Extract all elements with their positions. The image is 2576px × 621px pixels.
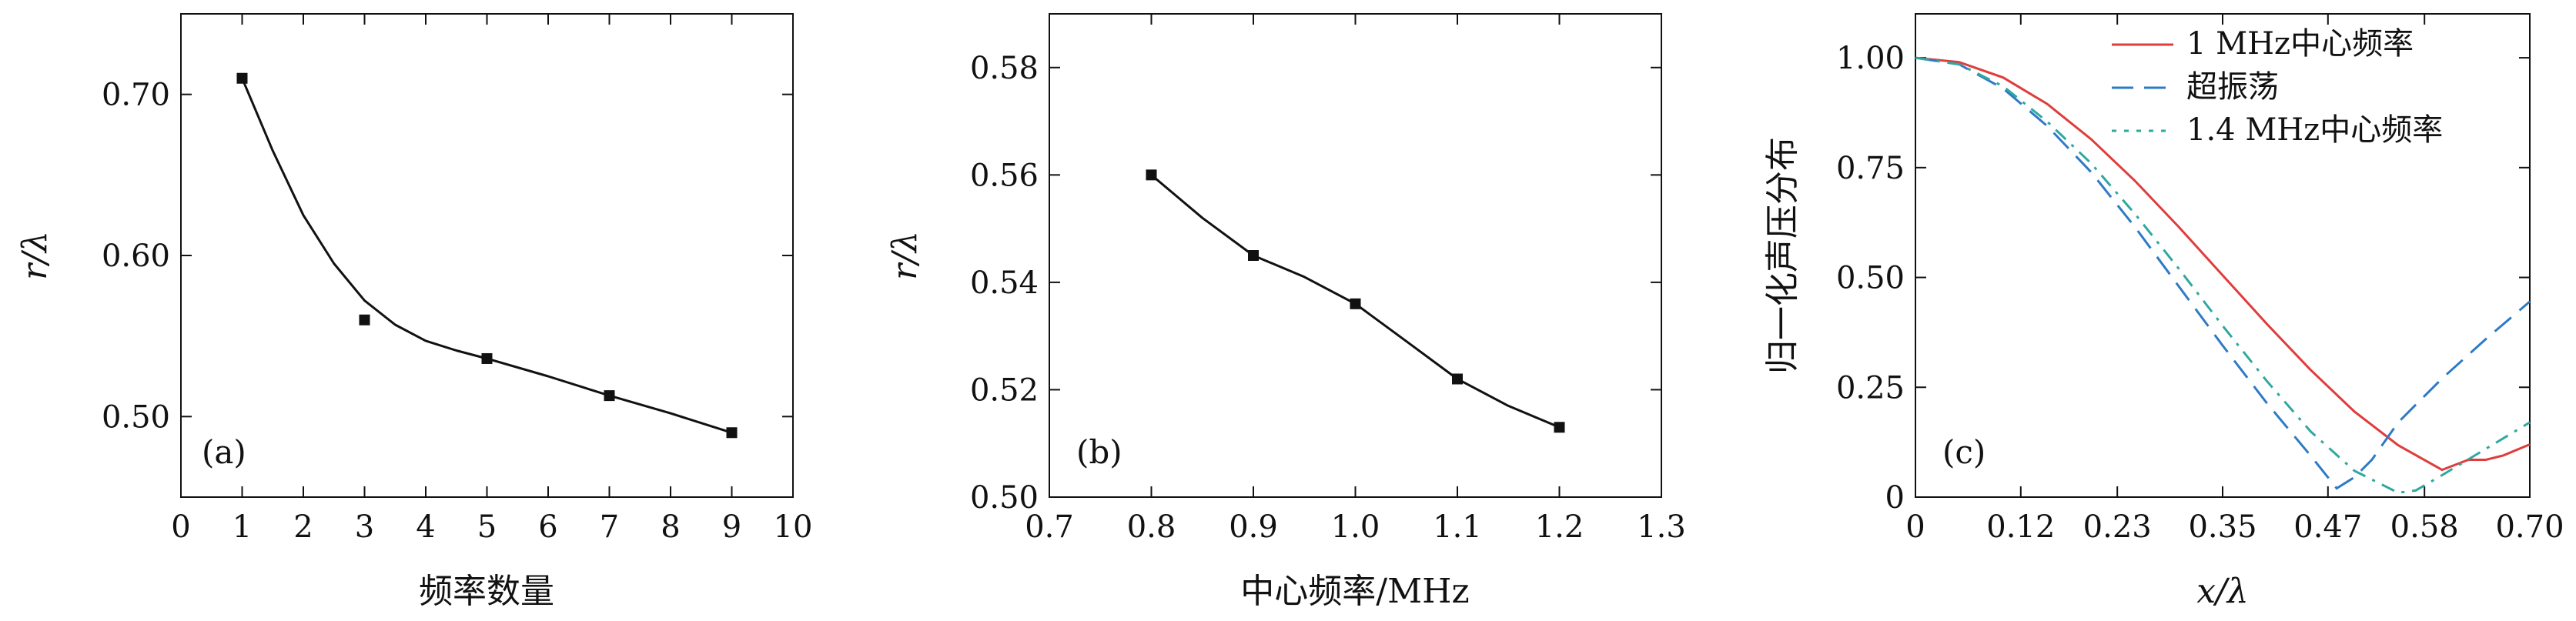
x-tick-label: 0.47 <box>2293 509 2362 545</box>
x-tick-label: 6 <box>538 509 557 545</box>
legend-label: 1.4 MHz中心频率 <box>2186 112 2443 148</box>
series-lines <box>1915 56 2531 494</box>
x-tick-label: 1 <box>233 509 252 545</box>
y-tick-label: 0.60 <box>102 239 170 274</box>
data-point <box>1248 250 1259 261</box>
y-tick-label: 0.52 <box>970 372 1039 408</box>
x-tick-label: 2 <box>293 509 313 545</box>
y-tick-label: 0.75 <box>1836 151 1905 186</box>
x-axis-label: 中心频率/MHz <box>1240 572 1469 611</box>
panel-label: (a) <box>202 433 246 471</box>
y-tick-label: 0.25 <box>1836 370 1905 406</box>
x-tick-label: 0.58 <box>2390 509 2459 545</box>
y-tick-label: 0.50 <box>970 480 1039 516</box>
x-axis-label: x/λ <box>2196 572 2249 611</box>
x-tick-label: 0.7 <box>1025 509 1074 545</box>
data-markers <box>1146 169 1565 433</box>
y-tick-label: 1.00 <box>1836 41 1905 76</box>
axis-ticks: 0 0.12 0.23 0.35 0.47 0.58 0.70 0 0.25 0.50 0.75 1.… <box>1836 14 2564 545</box>
x-tick-label: 1.1 <box>1433 509 1482 545</box>
data-point <box>604 390 615 402</box>
panel-label: (c) <box>1942 433 1986 471</box>
y-tick-label: 0.70 <box>102 78 170 113</box>
data-point <box>726 427 738 439</box>
panel-a-chart: 0 1 2 3 4 5 6 7 8 9 10 0.50 0.60 0.70 (a) 频率数量 r/λ <box>15 13 813 611</box>
axis-ticks: 0 1 2 3 4 5 6 7 8 9 10 0.50 0.60 0.70 <box>102 14 813 545</box>
series-line <box>1915 56 2531 490</box>
plot-frame <box>1049 13 1662 498</box>
x-tick-label: 0.35 <box>2188 509 2257 545</box>
data-point <box>236 72 248 84</box>
x-tick-label: 0.12 <box>1986 509 2055 545</box>
data-point <box>1350 298 1361 309</box>
plot-frame <box>180 13 794 498</box>
x-tick-label: 4 <box>416 509 435 545</box>
fit-curve <box>241 78 732 434</box>
x-tick-label: 0.9 <box>1229 509 1278 545</box>
y-tick-label: 0.50 <box>1836 261 1905 296</box>
x-tick-label: 10 <box>774 509 813 545</box>
data-point <box>481 352 493 364</box>
y-axis-label: r/λ <box>885 231 925 280</box>
x-tick-label: 0.70 <box>2495 509 2564 545</box>
x-tick-label: 0 <box>171 509 190 545</box>
x-tick-label: 0.8 <box>1127 509 1176 545</box>
data-markers <box>236 72 738 439</box>
data-point <box>1554 422 1565 433</box>
data-point <box>359 314 370 326</box>
y-axis-label: r/λ <box>15 231 55 280</box>
y-tick-label: 0.58 <box>970 51 1039 86</box>
x-tick-label: 3 <box>355 509 374 545</box>
panel-b-chart: 0.7 0.8 0.9 1.0 1.1 1.2 1.3 0.50 0.52 0.54 0.56 0.5… <box>885 13 1686 611</box>
series-line <box>1915 56 2531 472</box>
series-line <box>1915 56 2531 494</box>
x-tick-label: 0 <box>1905 509 1925 545</box>
y-tick-label: 0.50 <box>102 399 170 435</box>
x-axis-label: 频率数量 <box>419 572 554 611</box>
y-tick-label: 0 <box>1885 480 1905 516</box>
y-axis-label: 归一化声压分布 <box>1763 137 1802 374</box>
panel-label: (b) <box>1076 433 1122 471</box>
axis-ticks: 0.7 0.8 0.9 1.0 1.1 1.2 1.3 0.50 0.52 0.54 0.56 0.5… <box>970 14 1686 545</box>
x-tick-label: 1.0 <box>1331 509 1380 545</box>
x-tick-label: 5 <box>477 509 497 545</box>
data-point <box>1146 169 1157 181</box>
y-tick-label: 0.54 <box>970 265 1039 301</box>
panel-c-chart: 0 0.12 0.23 0.35 0.47 0.58 0.70 0 0.25 0.50 0.75 1.… <box>1763 13 2564 611</box>
x-tick-label: 1.3 <box>1637 509 1686 545</box>
data-point <box>1452 373 1463 385</box>
legend-label: 超振荡 <box>2186 69 2279 105</box>
x-tick-label: 9 <box>722 509 741 545</box>
legend-label: 1 MHz中心频率 <box>2186 26 2414 62</box>
x-tick-label: 8 <box>661 509 680 545</box>
x-tick-label: 7 <box>600 509 619 545</box>
x-tick-label: 0.23 <box>2083 509 2152 545</box>
x-tick-label: 1.2 <box>1535 509 1584 545</box>
y-tick-label: 0.56 <box>970 158 1039 193</box>
fit-curve-path <box>241 78 732 434</box>
